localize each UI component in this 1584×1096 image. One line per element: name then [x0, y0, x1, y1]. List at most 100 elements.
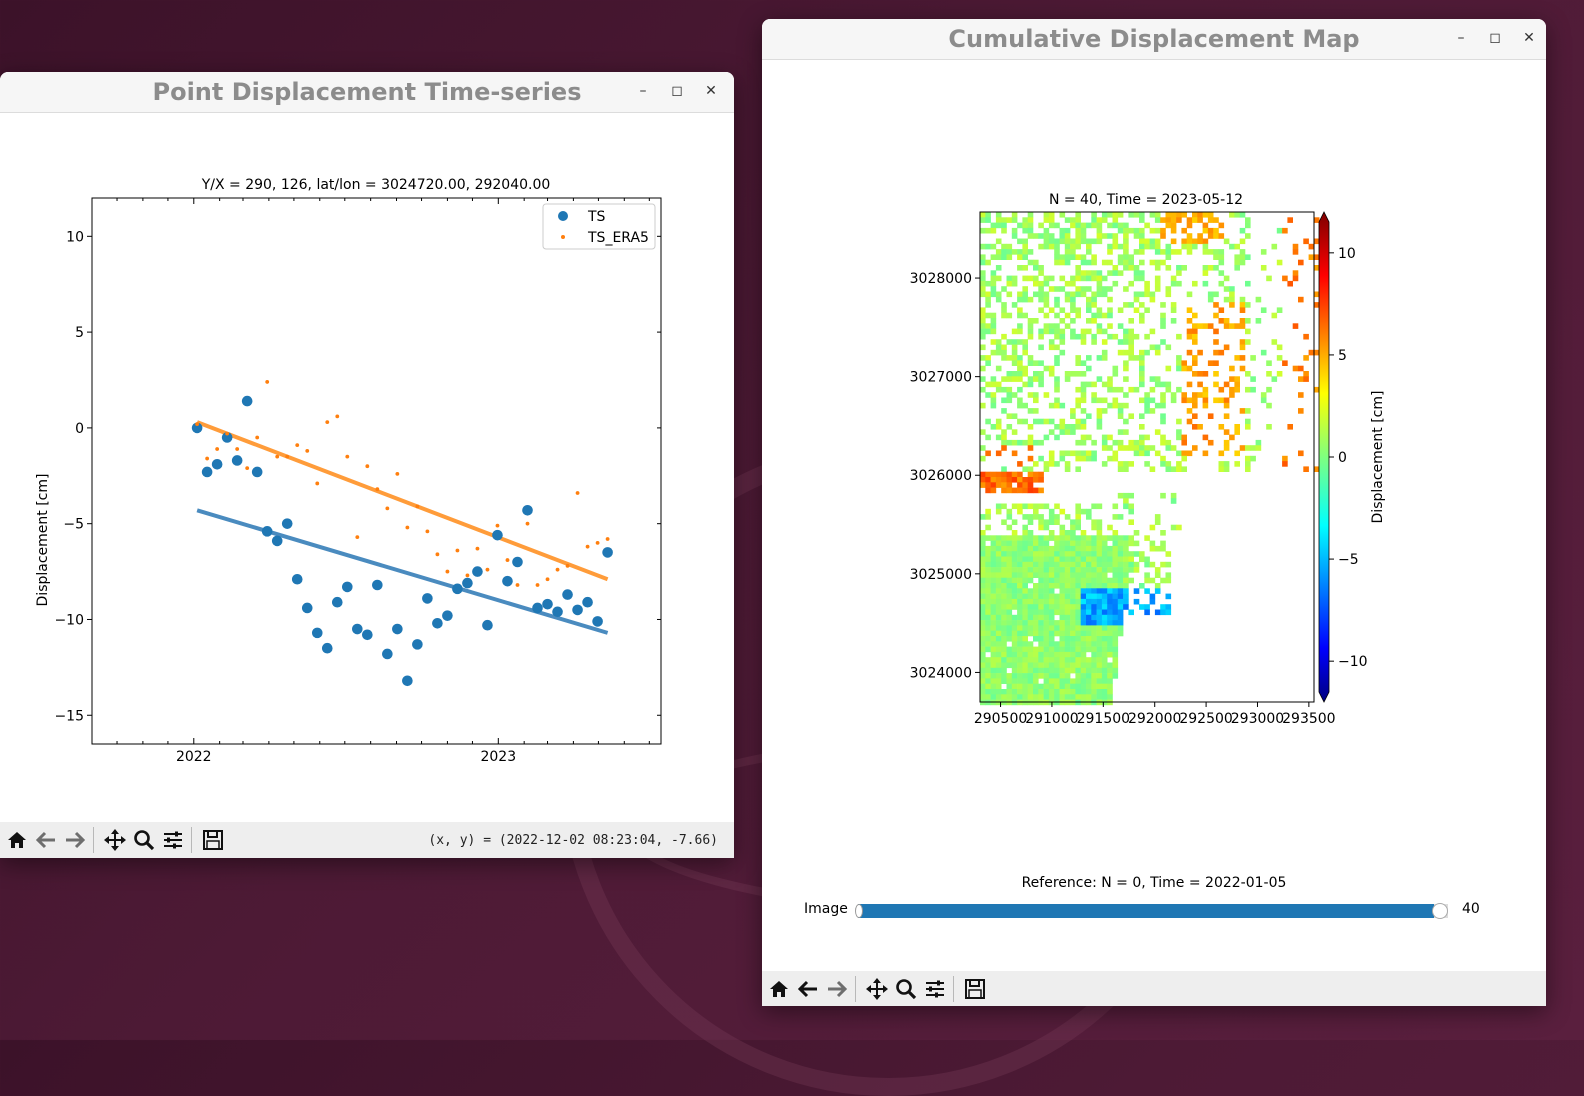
heatmap-cell	[1096, 641, 1103, 647]
heatmap-cell	[1117, 227, 1124, 234]
heatmap-cell	[1033, 551, 1039, 557]
heatmap-cell	[985, 323, 991, 329]
maximize-icon[interactable]: ◻	[1489, 30, 1501, 46]
heatmap-cell	[1022, 673, 1028, 679]
heatmap-cell	[1276, 344, 1283, 351]
heatmap-cell	[1112, 397, 1119, 404]
minimize-icon[interactable]: –	[1457, 30, 1465, 46]
heatmap-cell	[985, 657, 991, 663]
heatmap-cell	[1276, 307, 1283, 313]
heatmap-cell	[1048, 371, 1055, 377]
home-icon[interactable]	[766, 975, 792, 1003]
heatmap-cell	[1181, 238, 1187, 245]
heatmap-cell	[1017, 561, 1023, 568]
heatmap-cell	[1096, 328, 1103, 335]
heatmap-cell	[1022, 371, 1028, 377]
forward-icon[interactable]	[824, 975, 850, 1003]
timeseries-plot[interactable]: Y/X = 290, 126, lat/lon = 3024720.00, 29…	[0, 112, 734, 818]
heatmap-cell	[1186, 450, 1193, 457]
heatmap-cell	[1117, 492, 1124, 499]
heatmap-cell	[1070, 646, 1076, 653]
slider-handle[interactable]	[1432, 903, 1448, 919]
heatmap-cell	[1303, 371, 1309, 377]
heatmap-cell	[1139, 360, 1145, 366]
heatmap-cell	[1091, 212, 1097, 218]
heatmap-cell	[1027, 683, 1034, 690]
heatmap-cell	[1027, 471, 1034, 478]
heatmap-cell	[1112, 514, 1119, 520]
heatmap-cell	[1229, 286, 1235, 292]
heatmap-cell	[1075, 583, 1081, 589]
forward-icon[interactable]	[62, 826, 88, 854]
heatmap-cell	[1276, 227, 1283, 234]
heatmap-cell	[1207, 212, 1214, 218]
heatmap-cell	[1059, 339, 1066, 345]
heatmap-cell	[980, 625, 986, 631]
heatmap-cell	[1149, 561, 1156, 568]
heatmap-cell	[1091, 270, 1097, 276]
heatmap-cell	[1176, 524, 1182, 531]
heatmap-cell	[1006, 508, 1013, 515]
heatmap-cell	[1017, 572, 1023, 578]
heatmap-cell	[1075, 588, 1081, 594]
heatmap-cell	[1022, 561, 1028, 568]
heatmap-cell	[1176, 365, 1182, 372]
heatmap-cell	[1059, 508, 1066, 515]
window-titlebar[interactable]: Cumulative Displacement Map – ◻ ✕	[762, 19, 1546, 60]
heatmap-cell	[1080, 636, 1087, 642]
pan-icon[interactable]	[102, 826, 128, 854]
home-icon[interactable]	[4, 826, 30, 854]
heatmap-cell	[1234, 450, 1240, 457]
maximize-icon[interactable]: ◻	[671, 83, 683, 99]
back-icon[interactable]	[33, 826, 59, 854]
save-icon[interactable]	[962, 975, 988, 1003]
heatmap-cell	[1038, 614, 1044, 621]
heatmap-cell	[1086, 609, 1092, 616]
heatmap-cell	[1091, 381, 1097, 388]
configure-icon[interactable]	[160, 826, 186, 854]
heatmap-cell	[1086, 355, 1092, 361]
heatmap-cell	[1075, 519, 1081, 525]
window-titlebar[interactable]: Point Displacement Time-series – ◻ ✕	[0, 72, 734, 113]
heatmap-cell	[1070, 609, 1076, 616]
heatmap-cell	[1117, 620, 1124, 626]
heatmap-cell	[990, 588, 997, 594]
heatmap-cell	[1112, 217, 1119, 223]
heatmap-cell	[1101, 598, 1108, 605]
heatmap-cell	[1186, 291, 1193, 298]
heatmap-cell	[1054, 689, 1060, 695]
close-icon[interactable]: ✕	[705, 83, 717, 99]
close-icon[interactable]: ✕	[1523, 30, 1535, 46]
heatmap-cell	[1011, 593, 1018, 600]
pan-icon[interactable]	[864, 975, 890, 1003]
heatmap-cell	[1043, 524, 1050, 531]
back-icon[interactable]	[795, 975, 821, 1003]
heatmap-cell	[1070, 275, 1076, 282]
heatmap-cell	[980, 540, 986, 547]
heatmap-cell	[1064, 461, 1071, 467]
heatmap-cell	[1038, 588, 1044, 594]
heatmap-cell	[1107, 233, 1113, 239]
heatmap-cell	[1133, 275, 1140, 282]
minimize-icon[interactable]: –	[639, 83, 647, 99]
heatmap-cell	[1144, 291, 1150, 298]
heatmap-cell	[995, 212, 1002, 218]
heatmap-cell	[1117, 461, 1124, 467]
heatmap-cell	[1112, 402, 1119, 409]
heatmap-cell	[1123, 259, 1129, 266]
heatmap-cell	[1070, 540, 1076, 547]
heatmap-cell	[1096, 540, 1103, 547]
heatmap-cell	[1139, 450, 1145, 457]
save-icon[interactable]	[200, 826, 226, 854]
heatmap-cell	[1001, 286, 1007, 292]
heatmap-cell	[1086, 259, 1092, 266]
heatmap-cell	[990, 689, 997, 695]
zoom-icon[interactable]	[893, 975, 919, 1003]
heatmap-cell	[1139, 556, 1145, 563]
zoom-icon[interactable]	[131, 826, 157, 854]
heatmap-cell	[1064, 588, 1071, 594]
displacement-map-plot[interactable]: N = 40, Time = 2023-05-12 29050029100029…	[762, 59, 1546, 969]
heatmap-cell	[1017, 503, 1023, 510]
configure-icon[interactable]	[922, 975, 948, 1003]
image-slider[interactable]	[855, 903, 1448, 919]
